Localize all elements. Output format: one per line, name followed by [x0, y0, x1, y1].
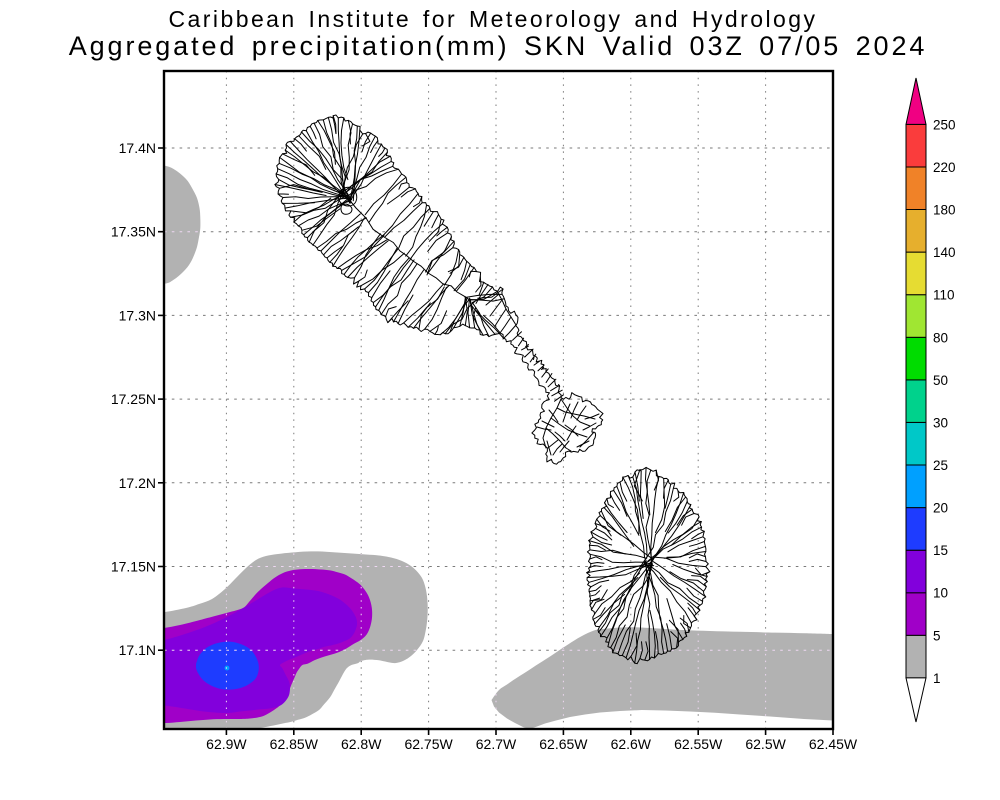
svg-text:62.6W: 62.6W [611, 736, 652, 752]
svg-text:62.8W: 62.8W [341, 736, 382, 752]
svg-text:62.85W: 62.85W [270, 736, 319, 752]
svg-text:62.5W: 62.5W [745, 736, 786, 752]
svg-text:50: 50 [933, 373, 948, 388]
svg-text:10: 10 [933, 586, 948, 601]
svg-text:62.75W: 62.75W [404, 736, 453, 752]
svg-text:110: 110 [933, 288, 955, 303]
svg-text:62.65W: 62.65W [539, 736, 588, 752]
svg-text:17.1N: 17.1N [119, 642, 156, 658]
svg-text:Aggregated precipitation(mm) S: Aggregated precipitation(mm) SKN Valid 0… [69, 31, 928, 61]
svg-text:17.3N: 17.3N [119, 307, 156, 323]
svg-text:17.4N: 17.4N [119, 140, 156, 156]
svg-text:5: 5 [933, 628, 941, 643]
svg-text:180: 180 [933, 203, 956, 218]
svg-text:62.9W: 62.9W [206, 736, 247, 752]
svg-text:17.2N: 17.2N [119, 475, 156, 491]
svg-text:30: 30 [933, 415, 948, 430]
svg-text:220: 220 [933, 160, 956, 175]
svg-text:62.45W: 62.45W [809, 736, 858, 752]
svg-text:Caribbean Institute for Meteor: Caribbean Institute for Meteorology and … [168, 6, 817, 32]
svg-text:62.55W: 62.55W [674, 736, 723, 752]
svg-text:15: 15 [933, 543, 948, 558]
svg-text:17.15N: 17.15N [111, 559, 156, 575]
svg-text:1: 1 [933, 671, 941, 686]
svg-text:17.35N: 17.35N [111, 224, 156, 240]
svg-text:25: 25 [933, 458, 948, 473]
svg-text:20: 20 [933, 501, 948, 516]
svg-text:17.25N: 17.25N [111, 391, 156, 407]
svg-text:250: 250 [933, 117, 956, 132]
svg-text:80: 80 [933, 330, 948, 345]
svg-text:140: 140 [933, 245, 956, 260]
svg-text:62.7W: 62.7W [476, 736, 517, 752]
